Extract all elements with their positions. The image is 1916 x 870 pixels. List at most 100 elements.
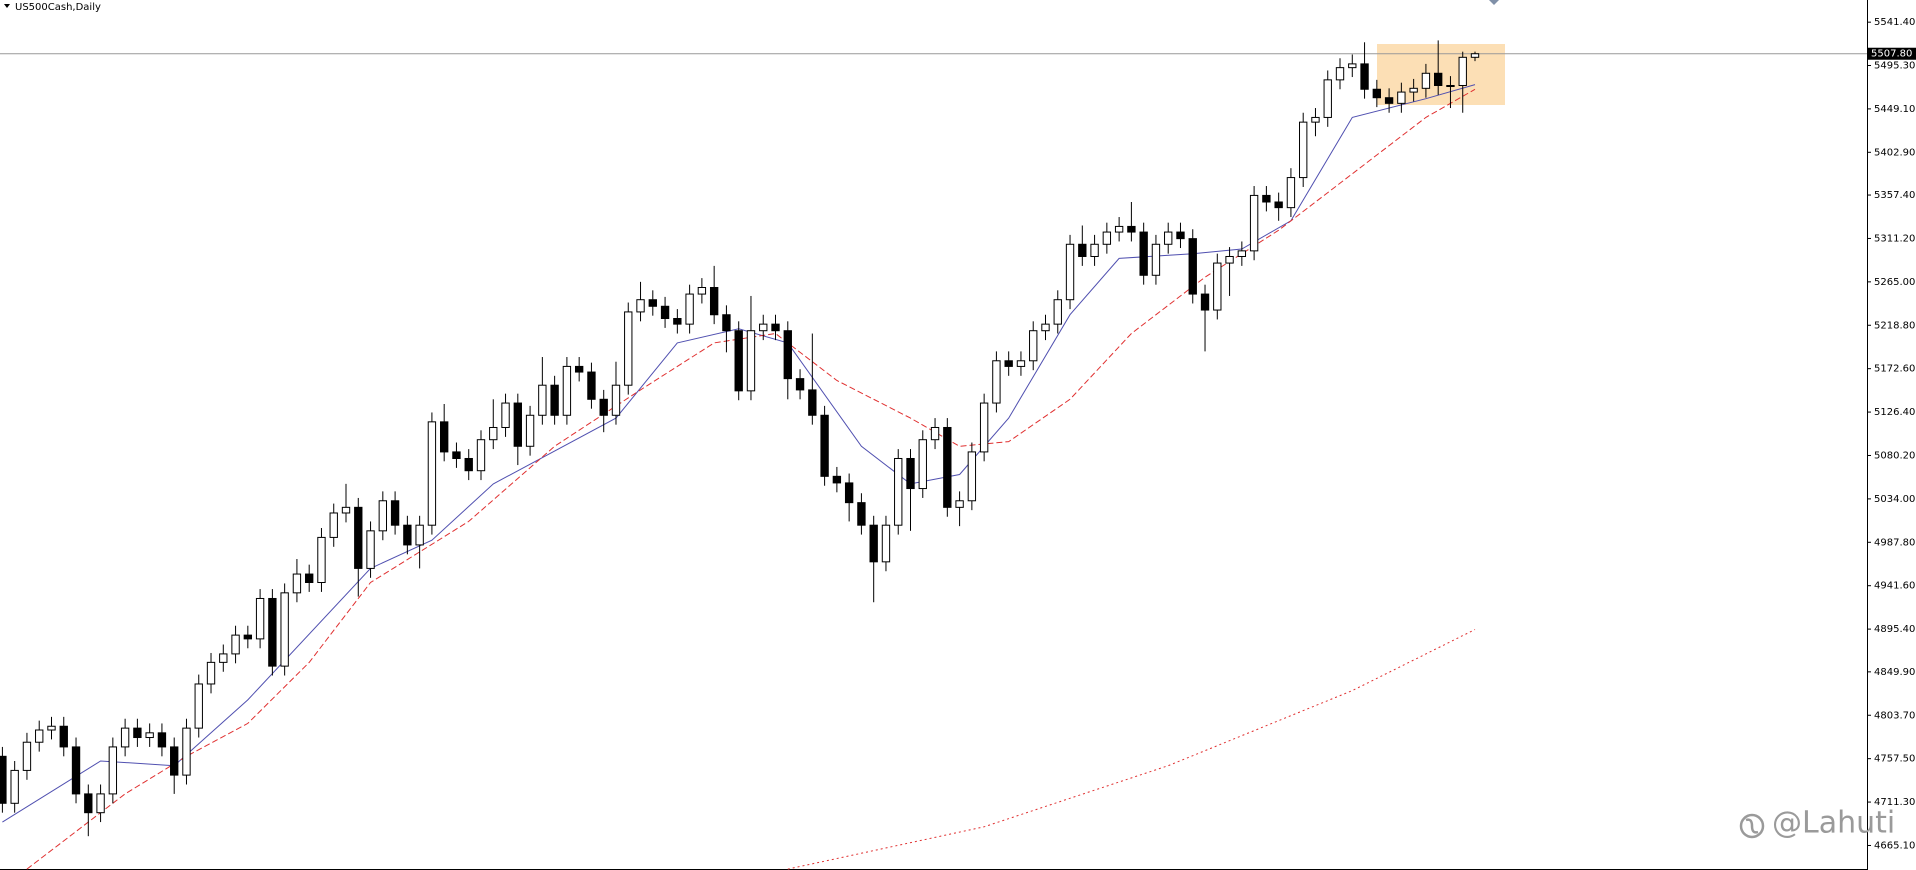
candle-body (1470, 53, 1480, 58)
candle-body (624, 311, 633, 386)
candle-body (22, 741, 32, 771)
current-price-label: 5507.80 (1871, 49, 1912, 60)
candle-body (390, 500, 400, 526)
scroll-marker (1489, 0, 1499, 5)
candle-body (206, 661, 216, 685)
candle-body (1421, 72, 1431, 89)
candle-body (1225, 255, 1234, 264)
candle-body (1127, 225, 1136, 233)
candle-body (1397, 91, 1406, 104)
candle-body (1151, 243, 1161, 276)
candle-body (1434, 72, 1443, 86)
candle-body (660, 305, 670, 319)
candle-body (574, 365, 584, 373)
candle-body (10, 769, 19, 804)
candle-body (1102, 231, 1112, 245)
menu-triangle (4, 4, 10, 8)
candle-body (96, 793, 105, 814)
candle-body (268, 597, 277, 667)
candle-body (439, 421, 449, 453)
candle-body (685, 293, 694, 325)
y-tick-label: 4849.90 (1874, 667, 1915, 678)
y-tick-label: 5265.00 (1874, 277, 1915, 288)
candle-body (1053, 299, 1062, 325)
y-tick-label: 4803.70 (1874, 710, 1915, 721)
candle-body (636, 299, 645, 313)
candle-body (219, 653, 228, 663)
candle-body (894, 457, 903, 526)
watermark-icon (1739, 813, 1765, 839)
candle-body (1286, 177, 1296, 209)
watermark: @Lahuti (1772, 806, 1895, 841)
candle-body (1200, 293, 1210, 311)
y-tick-label: 5034.00 (1874, 494, 1915, 505)
candle-body (955, 500, 964, 508)
candle-body (1348, 63, 1357, 69)
candle-body (133, 727, 142, 739)
candle-body (1004, 360, 1013, 367)
candle-body (1114, 225, 1124, 233)
candle-body (501, 402, 510, 428)
candle-body (145, 732, 154, 739)
candle-body (722, 314, 731, 332)
candle-body (415, 524, 424, 546)
candle-body (1446, 84, 1455, 87)
candle-body (1323, 79, 1332, 118)
candle-body (1372, 88, 1382, 99)
candle-body (71, 746, 81, 795)
candle-body (783, 330, 792, 380)
candle-body (157, 732, 167, 748)
candle-body (341, 506, 351, 514)
candle-body (1213, 262, 1222, 311)
chart-title: US500Cash,Daily (15, 2, 101, 13)
candle-body (194, 683, 203, 729)
candle-body (697, 286, 707, 295)
candle-body (452, 451, 461, 459)
candle-body (59, 725, 68, 748)
candle-body (1065, 243, 1075, 301)
y-tick-label: 4895.40 (1874, 624, 1915, 635)
candle-body (525, 414, 535, 447)
candle-body (427, 421, 437, 526)
moving-average-line (787, 629, 1476, 870)
y-tick-label: 5080.20 (1874, 450, 1915, 461)
y-tick-label: 5311.20 (1874, 233, 1915, 244)
candle-body (906, 457, 915, 490)
y-tick-label: 5126.40 (1874, 407, 1915, 418)
candle-body (832, 475, 842, 484)
y-tick-label: 5495.30 (1874, 60, 1915, 71)
candle-body (869, 524, 878, 563)
candle-body (513, 402, 522, 447)
candle-body (943, 426, 952, 508)
candle-body (1409, 87, 1418, 93)
candle-body (1249, 194, 1259, 252)
candle-body (1029, 330, 1038, 362)
candle-body (1384, 97, 1394, 104)
candle-body (1299, 121, 1308, 179)
candle-body (1188, 238, 1197, 295)
candle-body (562, 365, 572, 416)
candle-body (550, 384, 559, 416)
candle-body (1262, 194, 1271, 203)
candle-body (476, 439, 486, 472)
candle-body (820, 414, 829, 477)
candle-body (1041, 323, 1050, 332)
y-tick-label: 5357.40 (1874, 190, 1915, 201)
candle-body (930, 426, 940, 441)
candle-body (317, 536, 326, 584)
candle-body (587, 371, 596, 400)
y-tick-label: 4757.50 (1874, 754, 1915, 765)
candle-body (1164, 231, 1173, 245)
candle-body (538, 384, 547, 416)
candle-body (243, 634, 253, 640)
y-tick-label: 4711.30 (1874, 797, 1915, 808)
candle-body (170, 746, 179, 776)
candle-body (354, 506, 363, 569)
candle-body (746, 330, 756, 392)
candle-body (992, 360, 1001, 404)
y-tick-label: 5172.60 (1874, 364, 1915, 375)
candle-body (329, 512, 338, 538)
candle-body (0, 755, 7, 804)
y-tick-label: 5449.10 (1874, 104, 1915, 115)
y-tick-label: 4941.60 (1874, 581, 1915, 592)
